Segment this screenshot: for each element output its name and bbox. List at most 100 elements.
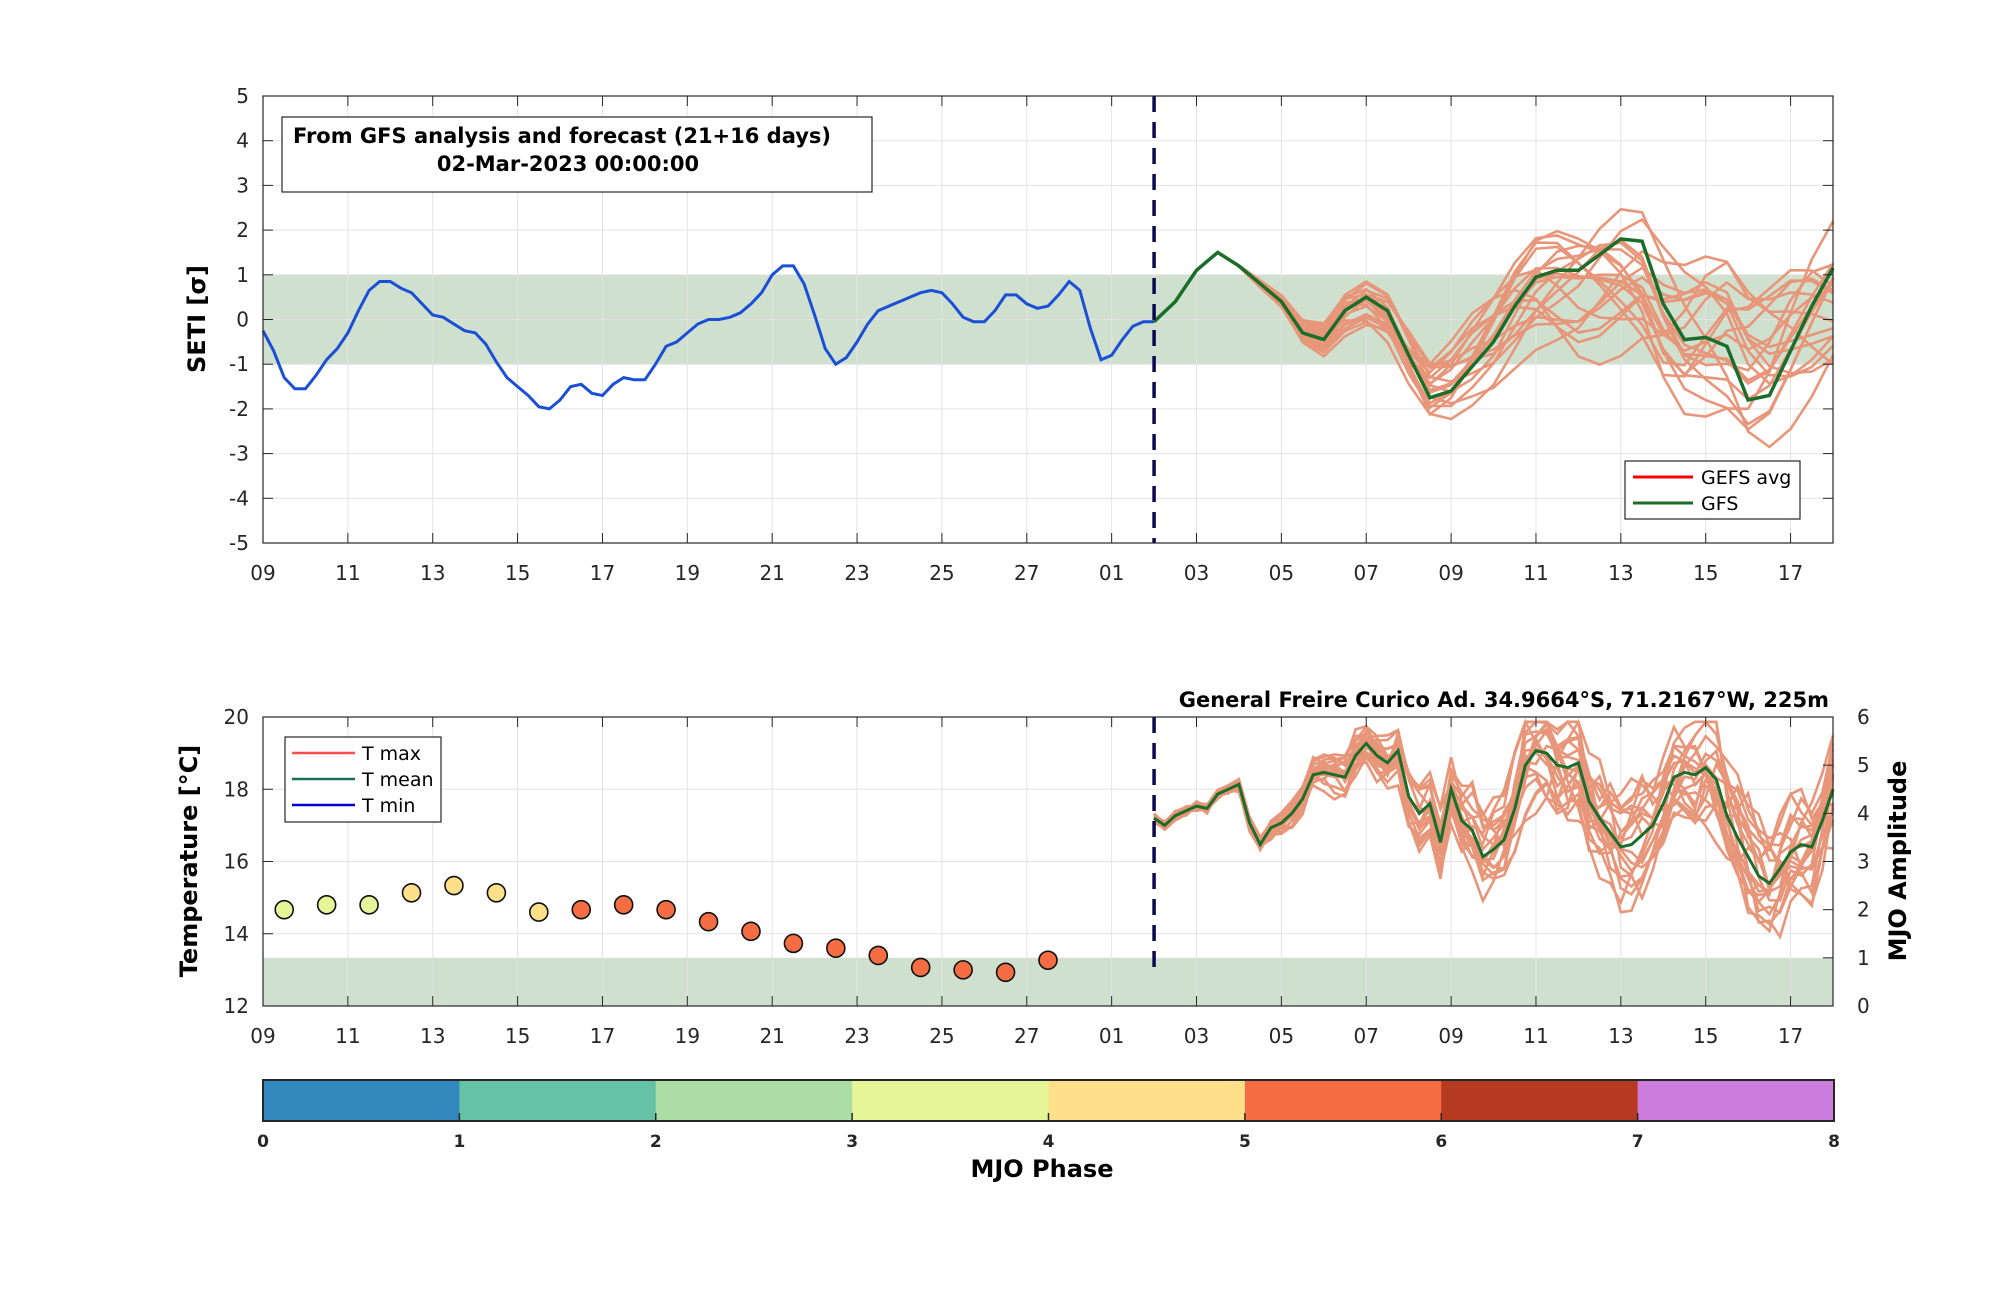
x-tick-label: 21: [759, 1024, 784, 1048]
mjo-amplitude-points: [274, 875, 1058, 983]
x-tick-label: 27: [1014, 1024, 1039, 1048]
x-tick-label: 13: [1608, 561, 1633, 585]
mjo-ensemble-members: [1153, 718, 1835, 940]
mjo-phase-point: [613, 895, 634, 915]
station-label: General Freire Curico Ad. 34.9664°S, 71.…: [1179, 688, 1829, 712]
seti-ensemble-line: [1153, 250, 1834, 369]
mjo-phase-point: [826, 938, 846, 959]
temperature-legend: T max T mean T min: [284, 736, 442, 823]
colorbar-cell: [1244, 1080, 1442, 1121]
x-tick-label: 07: [1354, 561, 1379, 585]
seti-gfs-forecast-line: [1152, 237, 1835, 403]
seti-legend: GEFS avg GFS: [1624, 460, 1801, 520]
y-tick-label: 14: [224, 922, 249, 946]
y-tick-label: 20: [224, 705, 249, 729]
seti-analysis-line: [261, 264, 1155, 411]
colorbar-tick-label: 0: [257, 1132, 269, 1152]
mjo-phase-point: [656, 899, 676, 920]
mjo-phase-point: [571, 899, 592, 920]
colorbar-cells: [263, 1080, 1835, 1121]
x-tick-label: 03: [1184, 1024, 1209, 1048]
x-tick-label: 15: [1693, 1024, 1718, 1048]
mjo-phase-point: [316, 895, 337, 915]
x-tick-label: 17: [590, 561, 615, 585]
x-tick-label: 11: [1523, 561, 1548, 585]
mjo-phase-point: [274, 899, 295, 920]
mjo-phase-point: [1038, 950, 1058, 971]
y-tick-label: 0: [236, 308, 249, 332]
x-tick-label: 17: [1778, 561, 1803, 585]
x-tick-label: 09: [1438, 561, 1463, 585]
y-tick-label: 18: [224, 777, 249, 801]
y-tick-label: 2: [236, 218, 249, 242]
x-tick-label: 19: [675, 1024, 700, 1048]
legend-gfs: GFS: [1701, 493, 1738, 515]
colorbar-tick-label: 5: [1239, 1132, 1251, 1152]
mjo-phase-point: [529, 902, 549, 922]
colorbar-label: MJO Phase: [970, 1155, 1113, 1183]
y-tick-label: 4: [236, 129, 249, 153]
mjo-phase-point: [741, 921, 761, 942]
x-tick-label: 05: [1269, 561, 1294, 585]
x-tick-label: 25: [929, 1024, 954, 1048]
seti-y-ticks: 5 4 3 2 1 0 -1 -2 -3 -4 -5: [229, 84, 1833, 555]
x-tick-label: 15: [1693, 561, 1718, 585]
y-tick-label: 1: [1857, 946, 1870, 970]
x-tick-label: 13: [1608, 1024, 1633, 1048]
seti-ensemble-members: [1153, 207, 1835, 449]
colorbar-cell: [655, 1080, 853, 1121]
colorbar-tick-label: 3: [846, 1132, 858, 1152]
colorbar-cell: [459, 1080, 657, 1121]
legend-tmean: T mean: [361, 769, 434, 791]
colorbar-tick-label: 2: [650, 1132, 662, 1152]
seti-y-axis-label: SETI [σ]: [183, 265, 211, 373]
x-tick-label: 11: [1523, 1024, 1548, 1048]
y-tick-label: 5: [236, 84, 249, 108]
y-tick-label: -4: [229, 486, 249, 510]
x-tick-label: 01: [1099, 1024, 1124, 1048]
legend-gefs-avg: GEFS avg: [1701, 467, 1791, 489]
colorbar-tick-label: 8: [1828, 1132, 1840, 1152]
seti-title-box: From GFS analysis and forecast (21+16 da…: [281, 116, 873, 193]
colorbar-tick-label: 4: [1043, 1132, 1055, 1152]
mjo-phase-point: [910, 957, 931, 978]
mjo-amplitude-y-ticks: 6 5 4 3 2 1 0: [1823, 705, 1870, 1018]
mjo-phase-point: [783, 933, 804, 954]
x-tick-label: 11: [335, 1024, 360, 1048]
x-tick-label: 17: [590, 1024, 615, 1048]
y-tick-label: -1: [229, 352, 249, 376]
mjo-phase-colorbar: 0 1 2 3 4 5 6 7 8 MJO Phase: [257, 1079, 1840, 1183]
temperature-y-ticks: 20 18 16 14 12: [224, 705, 273, 1018]
y-tick-label: -2: [229, 397, 249, 421]
x-tick-label: 23: [844, 561, 869, 585]
y-tick-label: 16: [224, 850, 249, 874]
x-tick-label: 11: [335, 561, 360, 585]
mjo-phase-point: [444, 875, 464, 896]
colorbar-tick-label: 1: [453, 1132, 465, 1152]
x-tick-label: 03: [1184, 561, 1209, 585]
y-tick-label: 2: [1857, 898, 1870, 922]
x-tick-label: 13: [420, 561, 445, 585]
mjo-amplitude-y-axis-label: MJO Amplitude: [1884, 761, 1912, 962]
x-tick-label: 05: [1269, 1024, 1294, 1048]
x-tick-label: 19: [675, 561, 700, 585]
mjo-phase-point: [698, 911, 719, 932]
y-tick-label: 3: [236, 173, 249, 197]
y-tick-label: 1: [236, 263, 249, 287]
y-tick-label: 5: [1857, 753, 1870, 777]
colorbar-cell: [263, 1080, 460, 1121]
y-tick-label: 6: [1857, 705, 1870, 729]
x-tick-label: 23: [844, 1024, 869, 1048]
x-tick-label: 17: [1778, 1024, 1803, 1048]
mjo-phase-point: [486, 883, 507, 903]
legend-tmax: T max: [361, 743, 421, 765]
colorbar-cell: [1441, 1080, 1639, 1121]
x-tick-label: 07: [1354, 1024, 1379, 1048]
x-tick-label: 01: [1099, 561, 1124, 585]
x-tick-label: 15: [505, 1024, 530, 1048]
seti-x-ticks: 09 11 13 15 17 19 21 23 25 27 01 03 05 07 09 11 13 15 17: [250, 96, 1803, 585]
x-tick-label: 25: [929, 561, 954, 585]
colorbar-tick-label: 6: [1435, 1132, 1447, 1152]
